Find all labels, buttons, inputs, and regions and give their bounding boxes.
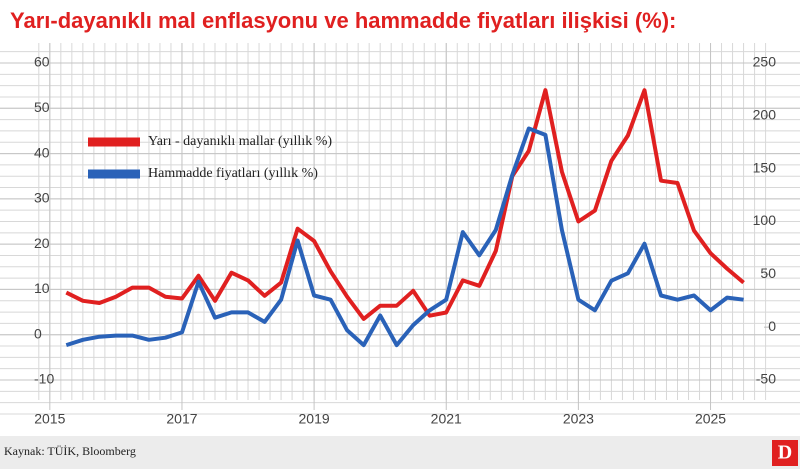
series-line	[65, 126, 744, 348]
y-tick-label: 60	[34, 54, 50, 70]
logo: D	[778, 442, 792, 464]
y-tick-label: -10	[34, 371, 54, 387]
chart-title: Yarı-dayanıklı mal enflasyonu ve hammadd…	[10, 8, 676, 33]
y-tick-label: 20	[34, 235, 50, 251]
x-tick-label: 2019	[299, 411, 330, 427]
y2-tick-label: -50	[756, 371, 776, 387]
x-tick-label: 2021	[431, 411, 462, 427]
y2-tick-label: 0	[768, 318, 776, 334]
series-line	[65, 88, 745, 321]
y2-tick-label: 100	[753, 212, 777, 228]
source: Kaynak: TÜİK, Bloomberg	[4, 444, 136, 458]
footer-band	[0, 436, 800, 469]
x-tick-label: 2023	[563, 411, 594, 427]
y2-tick-label: 250	[753, 54, 777, 70]
legend-label: Yarı - dayanıklı mallar (yıllık %)	[148, 134, 332, 149]
y-tick-label: 50	[34, 99, 50, 115]
x-tick-label: 2025	[695, 411, 726, 427]
y2-tick-label: 50	[760, 265, 776, 281]
y-tick-label: 0	[34, 325, 42, 341]
legend-label: Hammadde fiyatları (yıllık %)	[148, 166, 318, 181]
y-tick-label: 40	[34, 144, 50, 160]
logo-box	[772, 440, 798, 466]
x-tick-label: 2015	[34, 411, 65, 427]
y2-tick-label: 150	[753, 159, 777, 175]
y-tick-label: 10	[34, 280, 50, 296]
y2-tick-label: 200	[753, 107, 777, 123]
x-tick-label: 2017	[166, 411, 197, 427]
y-tick-label: 30	[34, 190, 50, 206]
